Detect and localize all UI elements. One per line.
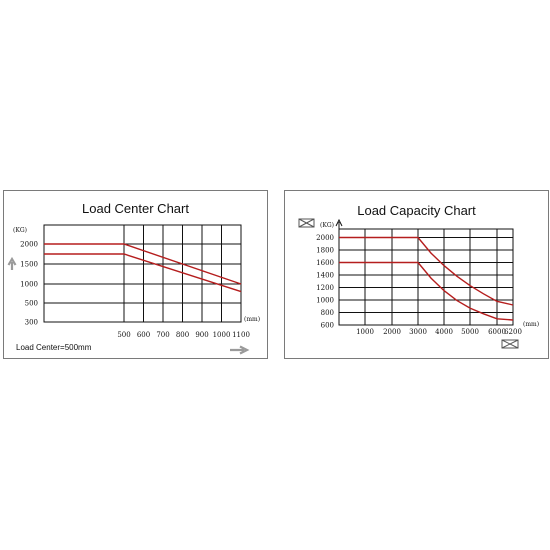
x-tick-label: 600 xyxy=(137,331,150,339)
series-line-2 xyxy=(44,253,242,293)
y-tick-label: 1600 xyxy=(316,259,334,267)
x-tick-label: 6000 xyxy=(488,328,506,336)
series-line-2 xyxy=(339,261,514,321)
x-tick-label: 2000 xyxy=(383,328,401,336)
y-tick-label: 1500 xyxy=(20,261,38,269)
y-tick-label: 1000 xyxy=(316,297,334,305)
x-tick-label: 900 xyxy=(195,331,208,339)
load-weight-icon-cross xyxy=(298,218,315,228)
x-tick-label: 5000 xyxy=(461,328,479,336)
y-tick-label: 800 xyxy=(321,309,334,317)
load-center-panel: Load Center Chart Load Center=500mm xyxy=(3,190,268,359)
y-tick-label: 1000 xyxy=(20,281,38,289)
x-axis-unit: (mm) xyxy=(244,316,260,323)
x-tick-label: 6200 xyxy=(504,328,522,336)
y-axis-arrow-icon xyxy=(7,256,17,270)
x-tick-label: 4000 xyxy=(435,328,453,336)
y-axis-unit: (KG) xyxy=(13,227,27,234)
x-tick-label: 500 xyxy=(117,331,130,339)
series-line-1 xyxy=(44,243,242,285)
load-capacity-title: Load Capacity Chart xyxy=(357,203,476,218)
y-tick-label: 1200 xyxy=(316,284,334,292)
x-axis-unit: (mm) xyxy=(523,321,539,328)
load-center-note: Load Center=500mm xyxy=(16,343,92,352)
load-center-title: Load Center Chart xyxy=(82,201,189,216)
y-tick-label: 1400 xyxy=(316,272,334,280)
y-tick-label: 1800 xyxy=(316,247,334,255)
lift-height-icon-cross xyxy=(501,339,519,349)
x-tick-label: 1000 xyxy=(356,328,374,336)
x-tick-label: 1000 xyxy=(213,331,231,339)
y-axis-unit: (KG) xyxy=(320,222,334,229)
lift-height-icon xyxy=(501,339,519,349)
x-axis-arrow-icon xyxy=(230,345,250,355)
y-tick-label: 500 xyxy=(25,300,38,308)
x-tick-label: 700 xyxy=(156,331,169,339)
series-line-1 xyxy=(339,236,514,306)
y-axis-arrow-icon xyxy=(335,218,343,229)
y-tick-label: 600 xyxy=(321,322,334,330)
y-tick-label: 2000 xyxy=(20,241,38,249)
y-tick-label: 300 xyxy=(25,319,38,327)
x-tick-label: 800 xyxy=(176,331,189,339)
load-weight-icon xyxy=(298,218,315,228)
y-tick-label: 2000 xyxy=(316,234,334,242)
x-tick-label: 1100 xyxy=(232,331,250,339)
x-tick-label: 3000 xyxy=(409,328,427,336)
